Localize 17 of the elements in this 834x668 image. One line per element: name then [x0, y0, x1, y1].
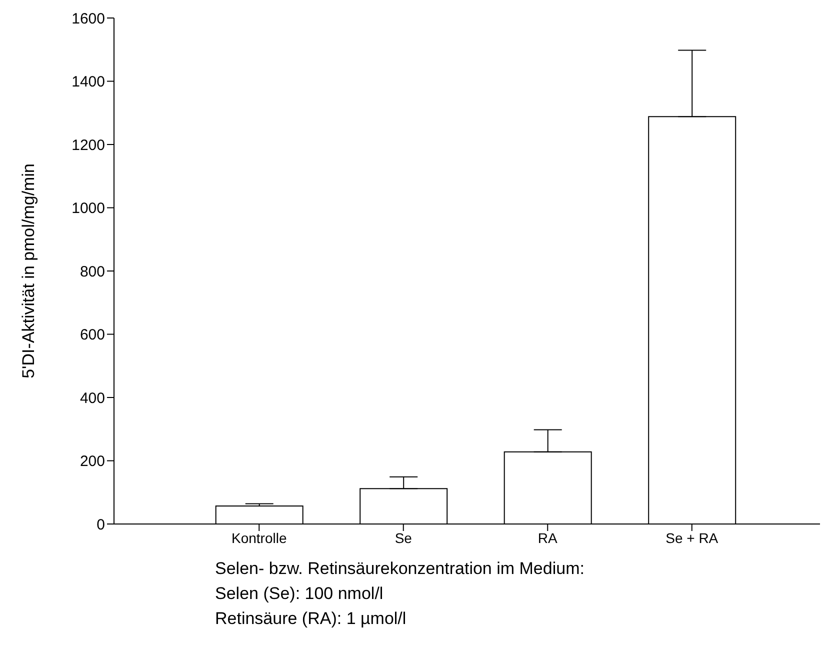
- x-tick-label: Se: [394, 530, 412, 546]
- y-tick-label: 1400: [72, 74, 105, 91]
- y-tick-label: 200: [80, 453, 105, 470]
- y-tick-label: 400: [80, 390, 105, 407]
- x-axis-title: Selen- bzw. Retinsäurekonzentration im Medium:: [215, 558, 584, 580]
- y-tick-label: 800: [80, 263, 105, 280]
- y-tick-label: 1200: [72, 136, 105, 154]
- x-tick-label: RA: [538, 530, 558, 546]
- y-axis-title: 5'DI-Aktivität in pmol/mg/min: [19, 164, 38, 378]
- x-tick-label: Se + RA: [666, 530, 719, 546]
- y-tick-label: 600: [80, 326, 105, 344]
- text: Retinsäure (RA): 1 µmol/l: [215, 608, 408, 630]
- x-tick-label: Kontrolle: [231, 530, 287, 546]
- y-tick-label: 1000: [72, 200, 105, 218]
- y-tick-label: 0: [96, 516, 105, 534]
- y-tick-label: 1600: [72, 10, 105, 28]
- text: Selen (Se): 100 nmol/l: [215, 583, 384, 605]
